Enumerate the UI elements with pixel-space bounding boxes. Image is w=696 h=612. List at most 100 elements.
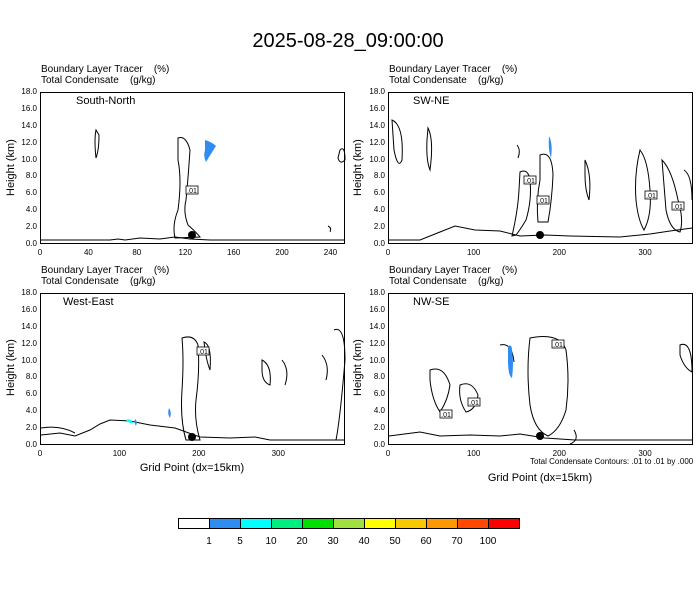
field-label-condensate: Total Condensate (g/kg) [41,75,156,86]
tracer-shading [204,140,216,162]
y-tick-label: 12.0 [369,338,385,348]
y-tick-label: 4.0 [25,406,37,416]
y-tick-label: 16.0 [369,103,385,113]
terrain-line [41,236,345,241]
colorbar-label: 30 [327,536,339,547]
y-tick-label: 18.0 [369,288,385,297]
panel-name-south-north: South-North [76,95,136,107]
y-tick-label: 2.0 [25,423,37,433]
contour-label: .01 [646,193,656,200]
y-tick-label: 2.0 [373,222,385,232]
contour-line [333,328,346,441]
y-tick-label: 14.0 [21,120,37,130]
contour-line [203,341,211,371]
contour-label-box: .01 [551,339,565,349]
colorbar-swatch [364,518,396,529]
tracer-shading [508,345,513,378]
colorbar-swatch [488,518,520,529]
y-tick-label: 18.0 [369,87,385,96]
y-tick-label: 12.0 [21,338,37,348]
colorbar-label: 1 [206,536,212,547]
y-tick-label: 16.0 [21,103,37,113]
y-tick-label: 2.0 [373,423,385,433]
contours-west-east [40,328,346,441]
y-tick-label: 8.0 [25,372,37,382]
colorbar-label: 50 [389,536,401,547]
panel-header-sw-ne: Boundary Layer Tracer (%) Total Condensa… [389,64,517,86]
x-tick-label: 160 [226,248,241,257]
point-marker [536,432,544,440]
y-tick-label: 10.0 [369,355,385,365]
contour-line [426,126,433,172]
terrain-line [40,419,345,441]
y-tick-label: 16.0 [369,304,385,314]
x-tick-label: 200 [552,248,567,257]
contour-label-box: .01 [523,175,537,185]
contour-label-box: .01 [467,397,481,407]
contour-label: .01 [441,412,451,419]
contour-label: .01 [187,188,197,195]
colorbar-label: 10 [265,536,277,547]
x-axis-label: Grid Point (dx=15km) [139,462,245,474]
y-tick-label: 12.0 [21,137,37,147]
y-tick-label: 16.0 [21,304,37,314]
contour-line [429,368,451,413]
contour-line [635,148,651,232]
contour-label-box: .01 [196,346,210,356]
y-tick-label: 0.0 [25,239,37,248]
colorbar-label: 5 [237,536,243,547]
x-axis-label: Grid Point (dx=15km) [487,472,593,484]
terrain-line [388,431,692,441]
colorbar-label: 40 [358,536,370,547]
tracer-shading [134,419,137,426]
y-tick-label: 10.0 [21,355,37,365]
panel-header-nw-se: Boundary Layer Tracer (%) Total Condensa… [389,265,517,287]
y-tick-label: 0.0 [373,440,385,449]
point-marker [188,433,196,441]
x-tick-label: 120 [178,248,192,257]
plot-south-north [40,92,345,244]
panel-name-sw-ne: SW-NE [413,95,450,107]
contour-label: .01 [673,204,683,211]
contour-line [683,169,693,201]
contour-label: .01 [538,198,548,205]
panel-name-west-east: West-East [63,296,114,308]
x-tick-label: 300 [271,449,285,458]
contour-interval-note: Total Condensate Contours: .01 to .01 by… [530,457,694,466]
contour-label-box: .01 [536,195,550,205]
y-tick-label: 2.0 [25,222,37,232]
y-tick-label: 6.0 [373,188,385,198]
x-tick-label: 0 [385,449,391,458]
panel-name-nw-se: NW-SE [413,296,450,308]
colorbar-swatch [457,518,489,529]
x-tick-label: 200 [552,449,567,458]
y-tick-label: 6.0 [25,389,37,399]
y-tick-label: 18.0 [21,288,37,297]
panel-header-south-north: Boundary Layer Tracer (%) Total Condensa… [41,64,169,86]
contour-line [337,148,346,163]
field-label-condensate: Total Condensate (g/kg) [389,276,504,287]
contour-label-box: .01 [671,201,685,211]
y-tick-label: 14.0 [369,321,385,331]
y-tick-label: 10.0 [369,154,385,164]
contour-line [391,119,403,164]
y-tick-label: 10.0 [21,154,37,164]
y-tick-label: 8.0 [373,372,385,382]
colorbar-swatch [271,518,303,529]
contour-line [516,144,520,159]
contour-label: .01 [469,400,479,407]
contours-sw-ne [389,119,693,241]
x-tick-label: 0 [37,248,43,257]
contour-line [40,426,76,434]
colorbar-label: 20 [296,536,308,547]
colorbar-swatch [426,518,458,529]
colorbar-swatch [240,518,272,529]
colorbar-swatch [395,518,427,529]
x-tick-label: 100 [112,449,127,458]
tracer-shading [548,136,552,158]
y-tick-label: 4.0 [373,406,385,416]
contour-line [511,170,531,237]
y-tick-label: 6.0 [25,188,37,198]
y-tick-label: 4.0 [373,205,385,215]
x-tick-label: 0 [37,449,43,458]
